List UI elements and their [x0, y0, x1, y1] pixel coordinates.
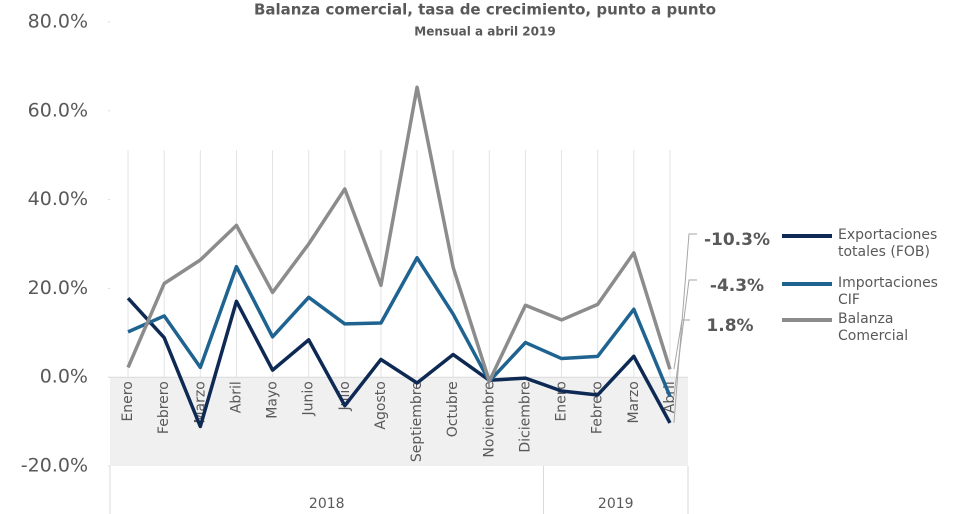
x-tick-label: Enero [120, 381, 136, 421]
y-tick-label: 60.0% [28, 99, 88, 121]
group-label: 2018 [309, 496, 345, 512]
x-tick-label: Julio [337, 381, 353, 411]
x-tick-label: Mayo [265, 381, 281, 419]
y-tick-label: 40.0% [28, 188, 88, 210]
legend-label: Exportaciones totales (FOB) [838, 227, 938, 260]
x-tick-label: Agosto [373, 381, 389, 429]
leader-line [673, 319, 690, 370]
x-tick-label: Marzo [626, 381, 642, 423]
x-tick-label: Diciembre [517, 381, 533, 452]
chart-subtitle: Mensual a abril 2019 [414, 25, 555, 39]
y-tick-label: 0.0% [40, 366, 88, 388]
x-tick-label: Noviembre [481, 381, 497, 457]
y-tick-label: 20.0% [28, 277, 88, 299]
series-line [126, 296, 672, 429]
x-tick-label: Octubre [445, 381, 461, 437]
plot-band [110, 377, 688, 466]
x-tick-label: Abril [228, 381, 244, 413]
y-tick-label: -20.0% [21, 455, 88, 477]
group-label: 2019 [598, 496, 634, 512]
x-tick-label: Febrero [156, 381, 172, 434]
series-line [127, 256, 672, 397]
x-tick-label: Septiembre [409, 381, 425, 462]
legend-label: Balanza Comercial [838, 311, 909, 344]
data-label: -4.3% [710, 276, 764, 296]
data-label: -10.3% [704, 230, 770, 250]
chart-title: Balanza comercial, tasa de crecimiento, … [254, 1, 716, 19]
series-line [126, 85, 672, 383]
data-label: 1.8% [706, 316, 753, 336]
y-tick-label: 80.0% [28, 11, 88, 33]
legend-label: Importaciones CIF [838, 275, 938, 308]
x-tick-label: Junio [301, 381, 317, 416]
leader-line [673, 279, 697, 397]
